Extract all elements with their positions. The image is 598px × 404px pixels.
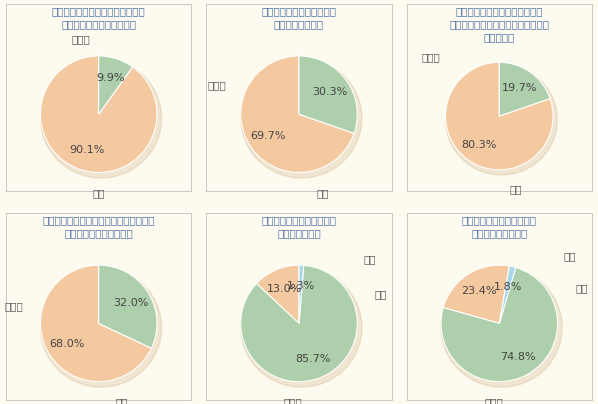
- Text: 犯罪被害者支援に関する制度や
支援団体の相談窓口の紹介について
知っている: 犯罪被害者支援に関する制度や 支援団体の相談窓口の紹介について 知っている: [449, 6, 550, 42]
- Text: 利用者に対して法テラスを
紹介したことがある: 利用者に対して法テラスを 紹介したことがある: [462, 215, 537, 238]
- Text: 「犯罪被害者支援に精通した弁護士」の
紹介について知っている: 「犯罪被害者支援に精通した弁護士」の 紹介について知っている: [42, 215, 155, 238]
- Text: 法テラスからの紹介という
利用者があった: 法テラスからの紹介という 利用者があった: [261, 215, 337, 238]
- Text: 法テラスが犯罪被害者支援業務を
開始したことを知っている: 法テラスが犯罪被害者支援業務を 開始したことを知っている: [52, 6, 145, 29]
- Text: 犯罪被害者支援ダイヤルの
設置を知っている: 犯罪被害者支援ダイヤルの 設置を知っている: [261, 6, 337, 29]
